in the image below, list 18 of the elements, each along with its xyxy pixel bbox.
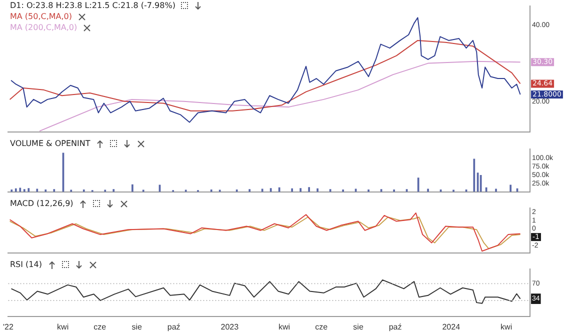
chart-title: MACD (12,26,9) [10, 199, 74, 208]
text: MA (200,C,MA,0) [10, 23, 78, 32]
chart-title: RSI (14) [10, 260, 42, 269]
x-tick-label: paź [167, 322, 180, 332]
x-tick-label: kwi [57, 322, 69, 332]
x-tick-label: cze [315, 322, 328, 332]
x-tick-label: kwi [278, 322, 290, 332]
x-tick-label: '22 [2, 322, 14, 332]
chart-title: D1: O:23.8 H:23.8 L:21.5 C:21.8 (-7.98%) [10, 1, 176, 10]
x-tick-label: cze [94, 322, 107, 332]
x-tick-label: 2024 [442, 322, 461, 332]
x-tick-label: kwi [500, 322, 512, 332]
x-tick-label: paź [388, 322, 402, 332]
x-tick-label: sie [132, 322, 142, 332]
chart-title: VOLUME & OPENINT [10, 139, 90, 148]
x-tick-label: 2023 [220, 322, 240, 332]
x-tick-label: sie [353, 322, 364, 332]
text: MA (50,C,MA,0) [10, 12, 72, 21]
